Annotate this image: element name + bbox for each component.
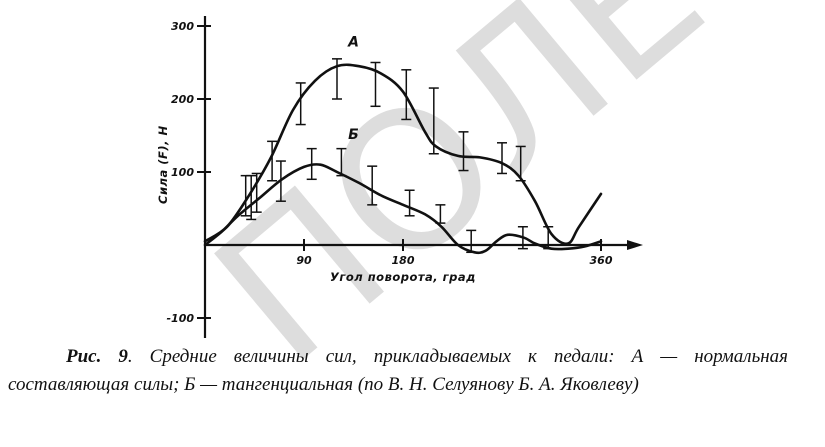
series-label: Б: [348, 127, 359, 143]
series-a: [203, 58, 603, 246]
error-bar: [240, 174, 251, 217]
error-bar: [517, 226, 528, 250]
error-bar: [267, 140, 278, 182]
caption-text: . Средние величины сил, прикладываемых к…: [8, 346, 788, 395]
error-bar: [295, 82, 306, 126]
labels-layer: Угол поворота, град Сила (F), Н А Б: [156, 34, 476, 284]
x-tick-label: 90: [296, 254, 312, 267]
error-bar: [336, 147, 347, 177]
error-bar: [404, 189, 415, 217]
error-bar: [428, 87, 439, 155]
x-tick-label: 360: [590, 254, 613, 267]
error-bar: [401, 69, 412, 121]
figure-image: ПОЛЕ -100 100 200 300 90 180 360 Угол поворота…: [156, 0, 743, 406]
error-bar: [515, 145, 526, 182]
series-label: А: [347, 34, 359, 50]
y-tick-label: 300: [171, 20, 194, 33]
caption-prefix: Рис. 9: [66, 346, 128, 367]
series-layer: [203, 58, 603, 255]
error-bar: [543, 226, 554, 250]
x-axis-title: Угол поворота, град: [330, 270, 476, 284]
y-axis-title: Сила (F), Н: [156, 125, 170, 204]
error-bar: [458, 131, 469, 172]
error-bar: [367, 165, 378, 206]
y-tick-label: 200: [171, 93, 194, 106]
series-line: [203, 63, 603, 246]
error-bar: [332, 58, 342, 100]
error-bar: [251, 172, 262, 213]
y-tick-label: -100: [166, 312, 194, 325]
x-axis-arrow: [627, 240, 643, 250]
error-bar: [497, 142, 507, 175]
y-tick-label: 100: [171, 166, 194, 179]
axes: -100 100 200 300 90 180 360: [166, 16, 643, 338]
series-b: [203, 147, 603, 255]
error-bar: [435, 204, 446, 224]
error-bar: [370, 61, 381, 108]
error-bar: [306, 147, 317, 181]
figure-caption: Рис. 9. Средние величины сил, прикладыва…: [8, 343, 788, 398]
error-bar: [275, 160, 286, 202]
x-tick-label: 180: [392, 254, 415, 267]
error-bar: [466, 229, 477, 254]
